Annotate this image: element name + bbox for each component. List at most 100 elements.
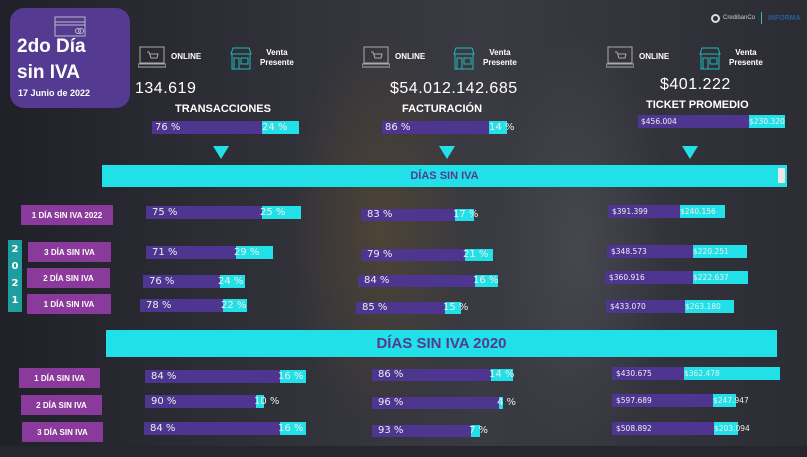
scrollbar-thumb[interactable]: [778, 168, 785, 183]
down-arrow-icon: [213, 146, 229, 159]
presente-value: 21 %: [463, 249, 489, 260]
kpi-value: $54.012.142.685: [390, 80, 518, 97]
presente-value: 16 %: [473, 275, 499, 286]
split-bar: 71 % 29 %: [146, 246, 273, 259]
online-value: 84 %: [364, 275, 390, 286]
online-value: 75 %: [152, 207, 178, 218]
split-bar: 78 % 22 %: [140, 299, 247, 312]
down-arrow-icon: [439, 146, 455, 159]
presente-segment: [262, 121, 299, 134]
kpi-label: FACTURACIÓN: [402, 103, 483, 115]
presente-value: 29 %: [234, 247, 260, 258]
online-value: 76 %: [149, 276, 175, 287]
presente-segment: [236, 246, 273, 259]
logo-product: INFORMA: [768, 14, 801, 22]
card-title: 2do Día sin IVA: [17, 36, 86, 83]
presente-value: 15 %: [443, 302, 469, 313]
venta-presente-label: Venta Presente: [260, 48, 294, 67]
online-value: $456.004: [641, 117, 677, 126]
online-value: $508.892: [616, 424, 652, 433]
online-label: ONLINE: [171, 52, 202, 61]
day-label[interactable]: 2 DÍA SIN IVA: [21, 395, 102, 415]
presente-segment: [280, 370, 306, 383]
presente-segment: [684, 367, 780, 380]
venta-presente-label: Venta Presente: [483, 48, 517, 67]
kpi-value: 134.619: [135, 80, 197, 97]
presente-value: 24 %: [262, 122, 288, 133]
credibanco-logo-icon: [711, 13, 720, 23]
presente-value: 17 %: [453, 209, 479, 220]
storefront-icon: [453, 47, 475, 70]
presente-value: 7 %: [469, 425, 489, 436]
split-bar: 84 % 16 %: [145, 370, 306, 383]
day-label[interactable]: 3 DÍA SIN IVA: [28, 242, 111, 262]
presente-segment: [445, 302, 461, 314]
split-bar: 96 % 4 %: [372, 397, 516, 409]
online-value: $360.916: [609, 273, 645, 282]
online-value: 83 %: [367, 209, 393, 220]
online-value: $433.070: [610, 302, 646, 311]
online-value: $597.689: [616, 396, 652, 405]
kpi-split-bar: $456.004 $230.320: [638, 115, 785, 128]
laptop-cart-icon: [138, 46, 166, 68]
split-bar: 75 % 25 %: [146, 206, 301, 219]
kpi-split-bar: 86 % 14 %: [382, 121, 514, 134]
split-bar: 84 % 16 %: [358, 275, 498, 287]
presente-segment: [680, 205, 725, 218]
presente-value: $203.094: [714, 424, 750, 433]
presente-value: $220.251: [693, 247, 729, 256]
presente-segment: [280, 422, 306, 435]
online-value: 86 %: [385, 122, 411, 133]
presente-segment: [223, 299, 247, 312]
online-value: 86 %: [378, 369, 404, 380]
presente-segment: [713, 394, 736, 407]
presente-value: $240.156: [680, 207, 716, 216]
presente-segment: [499, 397, 503, 409]
day-label[interactable]: 1 DÍA SIN IVA 2022: [21, 205, 113, 225]
presente-value: 14 %: [489, 369, 515, 380]
presente-value: $222.637: [693, 273, 729, 282]
split-bar: 93 % 7 %: [372, 425, 488, 437]
presente-value: 10 %: [254, 396, 280, 407]
presente-segment: [262, 206, 301, 219]
presente-segment: [465, 249, 493, 261]
storefront-icon: [230, 47, 252, 70]
logo-brand: CredibanCo: [723, 15, 756, 21]
presente-segment: [475, 275, 498, 287]
presente-value: 16 %: [278, 371, 304, 382]
presente-segment: [693, 245, 747, 258]
split-bar: 86 % 14 %: [372, 369, 515, 381]
online-value: 84 %: [151, 371, 177, 382]
split-bar: 76 % 24 %: [143, 275, 245, 288]
logo: CredibanCo INFORMA: [711, 12, 801, 24]
down-arrow-icon: [682, 146, 698, 159]
online-value: $430.675: [616, 369, 652, 378]
split-bar: 85 % 15 %: [356, 302, 468, 314]
day-label[interactable]: 3 DÍA SIN IVA: [22, 422, 103, 442]
presente-value: $362.478: [684, 369, 720, 378]
venta-presente-label: Venta Presente: [729, 48, 763, 67]
presente-segment: [693, 271, 748, 284]
presente-segment: [685, 300, 734, 313]
presente-segment: [714, 422, 738, 435]
presente-segment: [256, 395, 264, 408]
storefront-icon: [699, 47, 721, 70]
day-label[interactable]: 1 DÍA SIN IVA: [27, 294, 111, 314]
presente-value: $230.320: [749, 117, 785, 126]
split-bar: 90 % 10 %: [145, 395, 279, 408]
presente-segment: [749, 115, 785, 128]
title-card: 2do Día sin IVA 17 Junio de 2022: [10, 8, 130, 108]
online-label: ONLINE: [639, 52, 670, 61]
presente-segment: [489, 121, 507, 134]
kpi-value: $401.222: [660, 76, 731, 93]
split-bar: $391.399 $240.156: [608, 205, 725, 218]
day-label[interactable]: 1 DÍA SIN IVA: [19, 368, 100, 388]
presente-value: 16 %: [278, 423, 304, 434]
kpi-split-bar: 76 % 24 %: [152, 121, 299, 134]
online-value: 84 %: [150, 423, 176, 434]
day-label[interactable]: 2 DÍA SIN IVA: [27, 268, 110, 288]
presente-value: 25 %: [260, 207, 286, 218]
online-value: 78 %: [146, 300, 172, 311]
laptop-cart-icon: [362, 46, 390, 68]
